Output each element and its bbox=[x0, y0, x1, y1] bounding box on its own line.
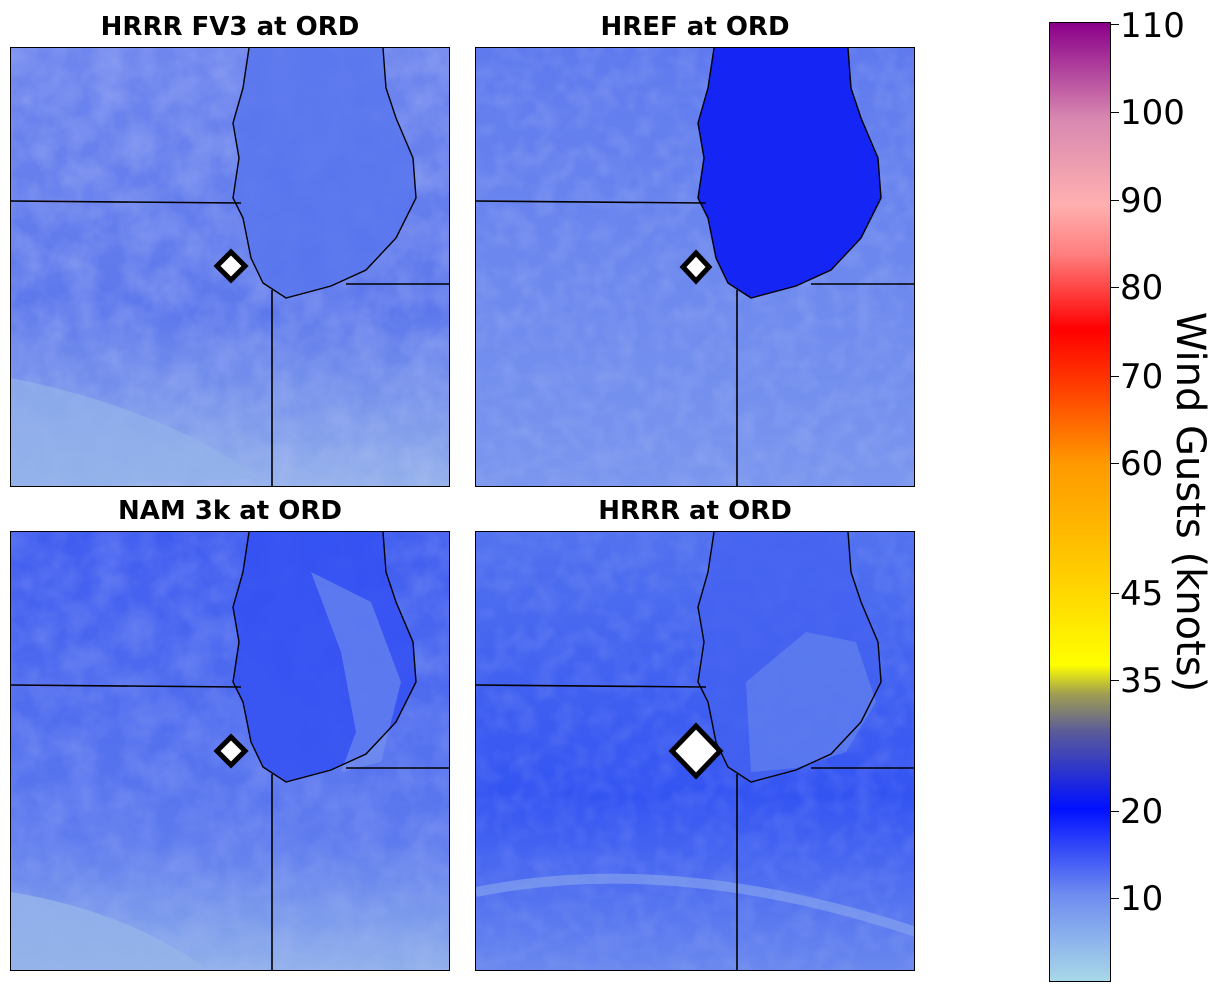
colorbar-tick-70 bbox=[1111, 376, 1119, 377]
lake-shoreline bbox=[232, 532, 417, 783]
colorbar-tick-label: 90 bbox=[1120, 181, 1164, 221]
colorbar-tick-label: 45 bbox=[1120, 574, 1164, 614]
colorbar-tick-35 bbox=[1111, 680, 1119, 681]
wind-low-area bbox=[11, 892, 209, 970]
lake-michigan-fill bbox=[698, 48, 881, 298]
colorbar-tick-20 bbox=[1111, 811, 1119, 812]
colorbar-label: Wind Gusts (knots) bbox=[1167, 311, 1213, 693]
colorbar-tick-label: 60 bbox=[1120, 444, 1164, 484]
lake-shoreline bbox=[232, 48, 417, 299]
map-panel-hrrr-fv3 bbox=[10, 47, 450, 487]
colorbar-tick-45 bbox=[1111, 593, 1119, 594]
state-border-wi-il bbox=[476, 200, 707, 204]
wind-low-area bbox=[11, 378, 261, 486]
colorbar-tick-label: 10 bbox=[1120, 879, 1164, 919]
state-border-wi-il bbox=[11, 684, 242, 688]
lake-shoreline bbox=[697, 48, 882, 299]
diamond-marker-icon bbox=[213, 733, 249, 769]
lake-gust-band bbox=[311, 572, 401, 772]
lake-michigan-fill bbox=[233, 48, 416, 298]
map-panel-hrrr bbox=[475, 531, 915, 971]
map-panel-href bbox=[475, 47, 915, 487]
lake-gust-band bbox=[746, 632, 876, 772]
colorbar-tick-label: 80 bbox=[1120, 268, 1164, 308]
colorbar-tick-label: 35 bbox=[1120, 661, 1164, 701]
colorbar-tick-60 bbox=[1111, 463, 1119, 464]
colorbar-tick-80 bbox=[1111, 287, 1119, 288]
diamond-marker-icon bbox=[213, 248, 249, 284]
colorbar-tick-label: 110 bbox=[1120, 6, 1185, 46]
lake-shoreline bbox=[697, 532, 882, 783]
gust-streak bbox=[476, 873, 914, 937]
map-panel-nam-3k bbox=[10, 531, 450, 971]
colorbar-tick-label: 70 bbox=[1120, 357, 1164, 397]
colorbar-tick-label: 20 bbox=[1120, 792, 1164, 832]
colorbar bbox=[1049, 22, 1111, 982]
colorbar-tick-label: 100 bbox=[1120, 93, 1185, 133]
state-border-wi-il bbox=[476, 684, 707, 688]
panel-title-hrrr: HRRR at ORD bbox=[598, 496, 792, 526]
colorbar-tick-110 bbox=[1111, 24, 1119, 25]
panel-title-nam-3k: NAM 3k at ORD bbox=[118, 496, 342, 526]
panel-title-href: HREF at ORD bbox=[600, 12, 790, 42]
state-border-wi-il bbox=[11, 200, 242, 204]
colorbar-tick-90 bbox=[1111, 200, 1119, 201]
colorbar-tick-10 bbox=[1111, 898, 1119, 899]
diamond-marker-icon bbox=[679, 249, 713, 285]
diamond-marker-icon bbox=[668, 722, 724, 780]
panel-title-hrrr-fv3: HRRR FV3 at ORD bbox=[100, 12, 360, 42]
colorbar-tick-100 bbox=[1111, 112, 1119, 113]
